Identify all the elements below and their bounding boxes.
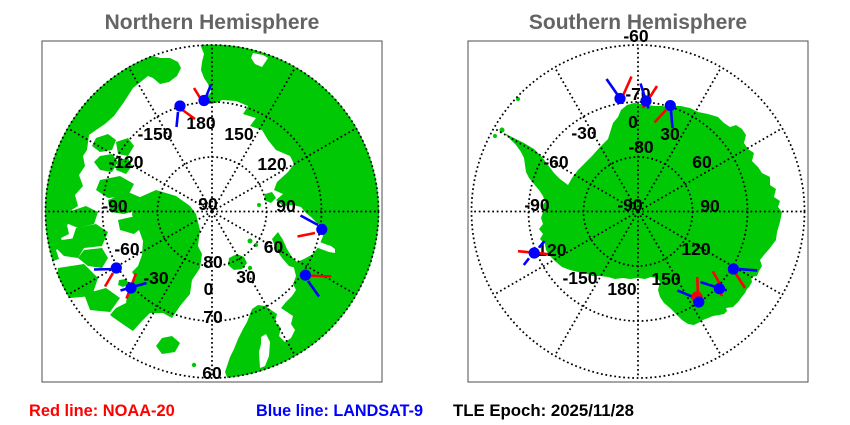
svg-text:-150: -150	[137, 124, 172, 144]
svg-text:150: 150	[651, 269, 680, 289]
svg-text:90: 90	[276, 196, 296, 216]
svg-text:90: 90	[700, 196, 720, 216]
svg-text:-120: -120	[108, 152, 143, 172]
svg-text:60: 60	[264, 237, 284, 257]
svg-text:-80: -80	[628, 137, 654, 157]
svg-text:80: 80	[203, 252, 223, 272]
svg-text:0: 0	[204, 279, 214, 299]
svg-text:-90: -90	[524, 195, 550, 215]
svg-text:120: 120	[681, 239, 710, 259]
svg-text:30: 30	[236, 267, 256, 287]
svg-text:150: 150	[224, 124, 253, 144]
svg-text:-150: -150	[562, 268, 597, 288]
svg-text:120: 120	[257, 154, 286, 174]
svg-text:-60: -60	[114, 239, 140, 259]
svg-text:70: 70	[203, 307, 223, 327]
svg-text:-30: -30	[143, 268, 169, 288]
svg-text:-90: -90	[102, 196, 128, 216]
svg-text:TLE Epoch: 2025/11/28: TLE Epoch: 2025/11/28	[453, 401, 634, 420]
svg-text:60: 60	[202, 363, 222, 383]
svg-text:60: 60	[692, 152, 712, 172]
svg-text:Blue line: LANDSAT-9: Blue line: LANDSAT-9	[256, 402, 423, 420]
svg-text:30: 30	[660, 124, 680, 144]
svg-text:Southern Hemisphere: Southern Hemisphere	[529, 11, 747, 34]
svg-text:180: 180	[607, 279, 636, 299]
svg-text:-60: -60	[543, 152, 569, 172]
svg-text:90: 90	[198, 194, 218, 214]
svg-text:-90: -90	[617, 195, 643, 215]
svg-text:-60: -60	[623, 26, 649, 46]
svg-text:-30: -30	[571, 123, 597, 143]
svg-text:Northern Hemisphere: Northern Hemisphere	[105, 11, 320, 34]
svg-text:0: 0	[628, 112, 638, 132]
svg-text:Red line: NOAA-20: Red line: NOAA-20	[29, 402, 175, 420]
